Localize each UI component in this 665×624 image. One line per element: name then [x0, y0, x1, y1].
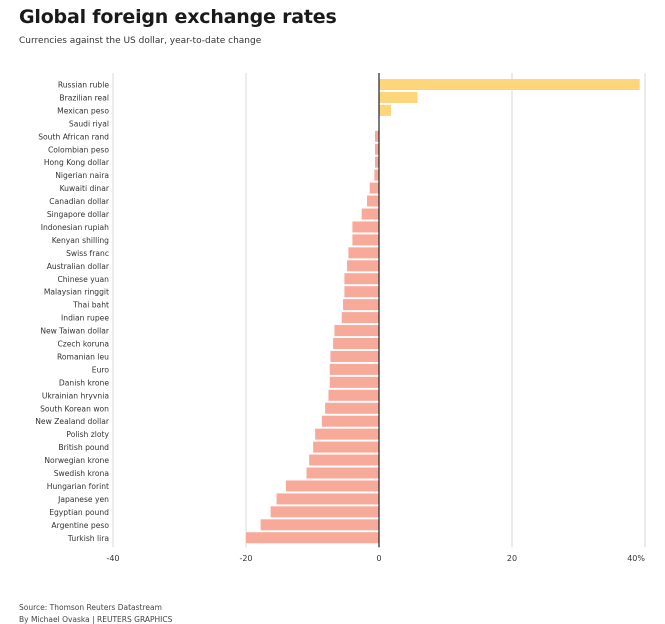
- byline: By Michael Ovaska | REUTERS GRAPHICS: [19, 615, 173, 624]
- x-tick-label: 0: [376, 554, 381, 563]
- category-label: Kuwaiti dinar: [60, 184, 110, 193]
- category-label: Indian rupee: [61, 314, 109, 323]
- bar-malaysian-ringgit: [344, 286, 379, 298]
- category-label: Egyptian pound: [49, 508, 109, 517]
- category-label: Polish zloty: [66, 430, 109, 439]
- category-label: Romanian leu: [57, 352, 109, 361]
- bar-danish-krone: [329, 376, 379, 388]
- category-label: Indonesian rupiah: [41, 223, 109, 232]
- bar-mexican-peso: [379, 104, 391, 116]
- category-label: Australian dollar: [47, 262, 110, 271]
- bar-canadian-dollar: [367, 195, 379, 207]
- x-tick-label: -40: [106, 554, 119, 563]
- category-label: Ukrainian hryvnia: [42, 391, 109, 400]
- category-label: Russian ruble: [58, 81, 110, 90]
- category-label: Malaysian ringgit: [44, 288, 109, 297]
- bar-singapore-dollar: [361, 208, 379, 220]
- chart-title: Global foreign exchange rates: [19, 6, 337, 28]
- bar-colombian-peso: [375, 143, 379, 155]
- category-label: New Zealand dollar: [35, 417, 110, 426]
- chart-subtitle: Currencies against the US dollar, year-t…: [19, 36, 262, 46]
- bar-polish-zloty: [315, 428, 379, 440]
- bar-kenyan-shilling: [352, 234, 379, 246]
- category-label: Euro: [92, 365, 110, 374]
- category-label: Argentine peso: [51, 521, 109, 530]
- bar-australian-dollar: [347, 260, 379, 272]
- category-label: New Taiwan dollar: [40, 327, 110, 336]
- bar-norwegian-krone: [309, 454, 379, 466]
- category-label: Kenyan shilling: [52, 236, 109, 245]
- category-label: South African rand: [38, 132, 109, 141]
- bar-kuwaiti-dinar: [369, 182, 379, 194]
- category-label: Norwegian krone: [44, 456, 109, 465]
- category-label: British pound: [58, 443, 109, 452]
- category-label: Hungarian forint: [47, 482, 109, 491]
- bar-ukrainian-hryvnia: [328, 389, 379, 401]
- bar-indian-rupee: [341, 312, 379, 324]
- category-label: Czech koruna: [57, 340, 109, 349]
- bar-hungarian-forint: [285, 480, 379, 492]
- x-tick-label: 20: [507, 554, 517, 563]
- source-note: Source: Thomson Reuters Datastream: [19, 603, 162, 612]
- bar-turkish-lira: [246, 532, 379, 544]
- bar-new-zealand-dollar: [321, 415, 379, 427]
- bar-hong-kong-dollar: [375, 156, 379, 168]
- bar-south-korean-won: [325, 402, 379, 414]
- bar-south-african-rand: [375, 130, 379, 142]
- category-label: Chinese yuan: [57, 275, 109, 284]
- bar-nigerian-naira: [374, 169, 379, 181]
- category-label: Singapore dollar: [47, 210, 110, 219]
- bar-thai-baht: [343, 299, 379, 311]
- bar-swedish-krona: [306, 467, 379, 479]
- category-label: Canadian dollar: [49, 197, 110, 206]
- bar-euro: [329, 363, 379, 375]
- category-label: Hong Kong dollar: [44, 158, 110, 167]
- bar-indonesian-rupiah: [352, 221, 379, 233]
- x-tick-label: 40%: [627, 554, 645, 563]
- bar-brazilian-real: [379, 91, 418, 103]
- category-label: Mexican peso: [57, 106, 109, 115]
- category-label: Nigerian naira: [55, 171, 109, 180]
- category-label: Japanese yen: [57, 495, 109, 504]
- bar-new-taiwan-dollar: [334, 325, 379, 337]
- category-label: Turkish lira: [67, 534, 109, 543]
- category-label: Brazilian real: [59, 93, 109, 102]
- bar-russian-ruble: [379, 79, 640, 90]
- category-label: Thai baht: [72, 301, 109, 310]
- bar-czech-koruna: [333, 338, 379, 349]
- bar-chart: Russian ruble Brazilian real Mexican peso S…: [35, 73, 646, 563]
- x-tick-label: -20: [239, 554, 252, 563]
- category-label: South Korean won: [40, 404, 109, 413]
- bar-romanian-leu: [330, 350, 379, 362]
- bar-chinese-yuan: [344, 273, 379, 285]
- bar-argentine-peso: [260, 519, 379, 531]
- bar-swiss-franc: [348, 247, 379, 259]
- bar-japanese-yen: [276, 493, 379, 505]
- category-label: Swiss franc: [66, 249, 109, 258]
- category-label: Saudi riyal: [69, 119, 109, 128]
- category-label: Danish krone: [59, 378, 109, 387]
- bar-british-pound: [313, 441, 379, 453]
- bar-egyptian-pound: [270, 506, 379, 518]
- category-label: Swedish krona: [54, 469, 109, 478]
- category-label: Colombian peso: [48, 145, 109, 154]
